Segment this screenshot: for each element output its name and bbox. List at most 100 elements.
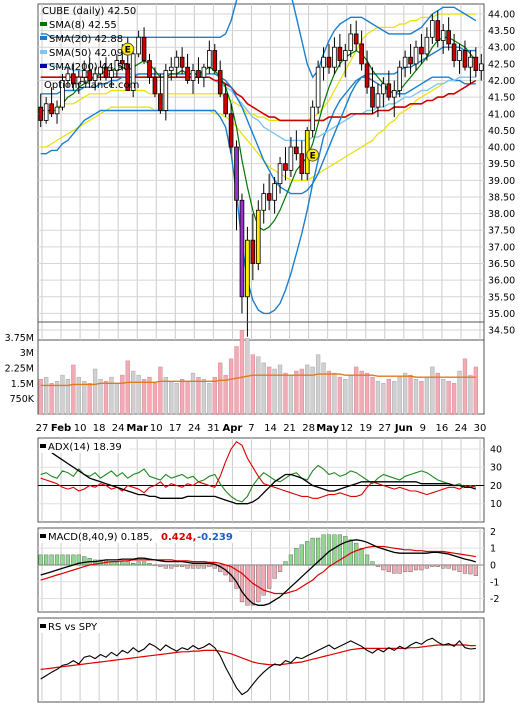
rs-label-bg	[39, 620, 111, 633]
candle-body	[234, 146, 239, 201]
volume-bar	[152, 383, 158, 415]
volume-bar	[207, 383, 212, 415]
volume-bar	[196, 376, 201, 415]
watermark: OptionChance.com	[44, 80, 139, 91]
candle-body	[473, 56, 479, 71]
macd-histogram-bar	[299, 544, 304, 566]
volume-bar	[446, 381, 451, 415]
candle-body	[228, 113, 234, 148]
earnings-label: E	[310, 152, 316, 162]
macd-histogram-bar	[65, 554, 71, 566]
candle-body	[190, 70, 196, 81]
candle-body	[92, 73, 98, 81]
rs-line	[40, 637, 476, 696]
candle-body	[457, 50, 462, 61]
candle-body	[391, 90, 397, 98]
macd-histogram-bar	[326, 534, 332, 566]
macd-histogram-bar	[71, 554, 76, 566]
candle-body	[201, 66, 207, 78]
volume-bar	[44, 376, 49, 415]
macd-panel: 2 1 0 -1 -2 MACD(8,40,9) 0.185, 0.424, -0.239	[37, 527, 499, 613]
candle-body	[419, 46, 424, 55]
macd-histogram-bar	[245, 564, 250, 606]
volume-average-line	[40, 373, 476, 387]
volume-bar	[310, 366, 315, 415]
macd-histogram-bar	[343, 536, 348, 566]
macd-histogram-bar	[457, 564, 462, 572]
candle-body	[250, 239, 256, 264]
candle-body	[98, 66, 103, 75]
macd-histogram-bar	[364, 554, 370, 566]
volume-bar	[419, 381, 424, 415]
volume-bar	[76, 376, 81, 415]
volume-bar	[272, 368, 277, 415]
candle-body	[81, 70, 87, 78]
candle-body	[375, 93, 381, 108]
volume-bar	[321, 362, 326, 415]
candle-body	[402, 56, 408, 68]
macd-histogram-bar	[419, 564, 424, 571]
candle-body	[43, 103, 49, 121]
volume-bar	[299, 368, 304, 415]
candle-body	[424, 36, 430, 55]
macd-histogram-bar	[201, 564, 206, 569]
price-y-tick: 35.00	[488, 309, 515, 320]
volume-bar	[267, 366, 272, 415]
volume-bar	[98, 378, 103, 415]
candle-body	[364, 63, 370, 88]
macd-histogram-bar	[250, 564, 255, 606]
price-y-tick: 40.50	[488, 126, 515, 137]
candle-body	[60, 80, 65, 108]
macd-histogram-bar	[38, 554, 43, 566]
x-tick-label: Apr	[223, 423, 243, 434]
rs-label: RS vs SPY	[48, 622, 98, 633]
macd-histogram-bar	[239, 564, 245, 603]
volume-bar	[212, 376, 217, 415]
volume-bar	[468, 374, 473, 415]
rs-swatch	[40, 624, 46, 628]
candle-body	[332, 46, 337, 68]
sma20-line	[40, 46, 476, 195]
x-tick-label: 28	[302, 423, 315, 434]
volume-bar	[147, 376, 152, 415]
volume-bar	[326, 370, 332, 415]
volume-bar	[343, 378, 348, 415]
volume-bar	[375, 381, 381, 415]
macd-histogram-bar	[261, 564, 266, 596]
volume-bar	[250, 354, 255, 415]
macd-histogram-bar	[408, 564, 413, 572]
macd-histogram-bar	[136, 561, 141, 566]
x-tick-label: 24	[188, 423, 201, 434]
adx-label-bg	[39, 440, 129, 453]
candle-body	[147, 60, 152, 78]
price-y-tick: 37.00	[488, 242, 515, 253]
price-y-tick: 42.50	[488, 59, 515, 70]
candle-body	[435, 20, 441, 41]
legend-entry: SMA(20) 42.88	[49, 34, 123, 45]
envelope-upper-line	[40, 13, 476, 122]
adx-line	[40, 444, 477, 505]
candle-body	[266, 193, 272, 201]
macd-histogram-bar	[316, 537, 321, 566]
candle-body	[348, 33, 354, 51]
macd-histogram-bar	[441, 564, 446, 569]
macd-histogram-bar	[359, 547, 364, 566]
candle-body	[212, 50, 218, 71]
price-y-tick: 38.00	[488, 209, 515, 220]
volume-bar	[54, 381, 60, 415]
candle-body	[65, 73, 71, 81]
candle-body	[413, 46, 419, 65]
candle-body	[38, 106, 44, 121]
candle-body	[261, 193, 267, 211]
candle-body	[196, 70, 201, 78]
adx-y-tick: 10	[490, 499, 502, 510]
volume-bar	[332, 372, 337, 415]
macd-histogram-bar	[152, 564, 158, 566]
macd-histogram-bar	[283, 561, 288, 566]
adx-y-tick: 20	[490, 481, 502, 492]
volume-bar	[397, 376, 402, 415]
volume-y-tick: 3M	[20, 348, 34, 359]
candle-body	[283, 163, 288, 171]
